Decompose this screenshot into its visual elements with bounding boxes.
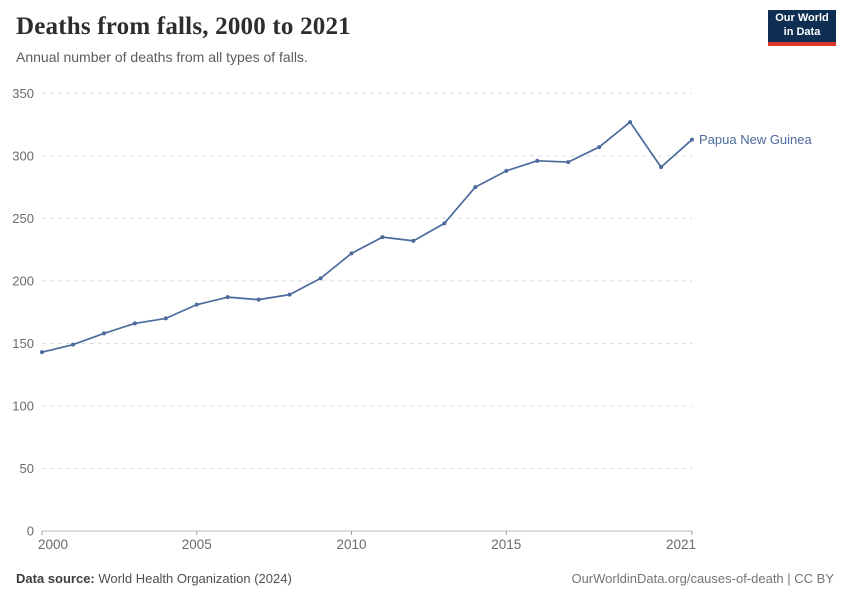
chart-footer: Data source: World Health Organization (… bbox=[16, 571, 834, 586]
data-source-label: Data source: bbox=[16, 571, 95, 586]
x-axis-label-2010: 2010 bbox=[337, 537, 367, 552]
data-point-2013 bbox=[442, 221, 447, 226]
owid-logo[interactable]: Our World in Data bbox=[768, 10, 836, 46]
data-point-2010 bbox=[349, 251, 354, 256]
owid-logo-line1: Our World bbox=[775, 12, 829, 25]
data-point-2003 bbox=[132, 321, 137, 326]
chart-header: Deaths from falls, 2000 to 2021 Annual n… bbox=[16, 12, 750, 65]
data-point-2011 bbox=[380, 235, 385, 240]
data-point-2007 bbox=[256, 297, 261, 302]
data-source: Data source: World Health Organization (… bbox=[16, 571, 292, 586]
y-axis-label-0: 0 bbox=[27, 524, 34, 539]
y-axis-label-150: 150 bbox=[12, 336, 34, 351]
x-axis-label-2005: 2005 bbox=[182, 537, 212, 552]
chart-subtitle: Annual number of deaths from all types o… bbox=[16, 49, 308, 65]
data-point-2008 bbox=[287, 292, 292, 297]
data-point-2004 bbox=[163, 316, 168, 321]
data-point-2002 bbox=[101, 331, 106, 336]
x-axis-label-2021: 2021 bbox=[666, 537, 696, 552]
data-point-2012 bbox=[411, 238, 416, 243]
page-title: Deaths from falls, 2000 to 2021 bbox=[16, 13, 351, 40]
data-point-2020 bbox=[659, 165, 664, 170]
series-line-papua-new-guinea[interactable] bbox=[41, 121, 693, 354]
data-point-2009 bbox=[318, 276, 323, 281]
data-point-2016 bbox=[535, 158, 540, 163]
series-end-label: Papua New Guinea bbox=[699, 132, 813, 147]
data-point-2006 bbox=[225, 295, 230, 300]
y-axis-label-350: 350 bbox=[12, 86, 34, 101]
data-point-2018 bbox=[597, 145, 602, 150]
data-point-2000 bbox=[40, 350, 44, 355]
chart-canvas: 0 50 100 150 200 250 300 350 2000 2005 2010 2015 202… bbox=[12, 86, 813, 552]
data-point-2005 bbox=[194, 302, 199, 307]
credit-link[interactable]: OurWorldinData.org/causes-of-death | CC … bbox=[571, 571, 834, 586]
y-axis-label-100: 100 bbox=[12, 398, 34, 413]
y-axis-label-250: 250 bbox=[12, 211, 34, 226]
y-axis-label-300: 300 bbox=[12, 148, 34, 163]
data-source-value: World Health Organization (2024) bbox=[98, 571, 292, 586]
data-point-2001 bbox=[70, 342, 75, 347]
y-axis-label-50: 50 bbox=[20, 461, 34, 476]
x-axis-label-2000: 2000 bbox=[38, 537, 68, 552]
data-point-2015 bbox=[504, 168, 509, 173]
y-axis-label-200: 200 bbox=[12, 273, 34, 288]
data-point-2014 bbox=[473, 185, 478, 190]
data-point-2021 bbox=[690, 137, 694, 142]
data-point-2019 bbox=[628, 120, 633, 125]
data-point-2017 bbox=[566, 160, 571, 165]
x-axis-label-2015: 2015 bbox=[491, 537, 521, 552]
owid-logo-line2: in Data bbox=[783, 26, 821, 38]
